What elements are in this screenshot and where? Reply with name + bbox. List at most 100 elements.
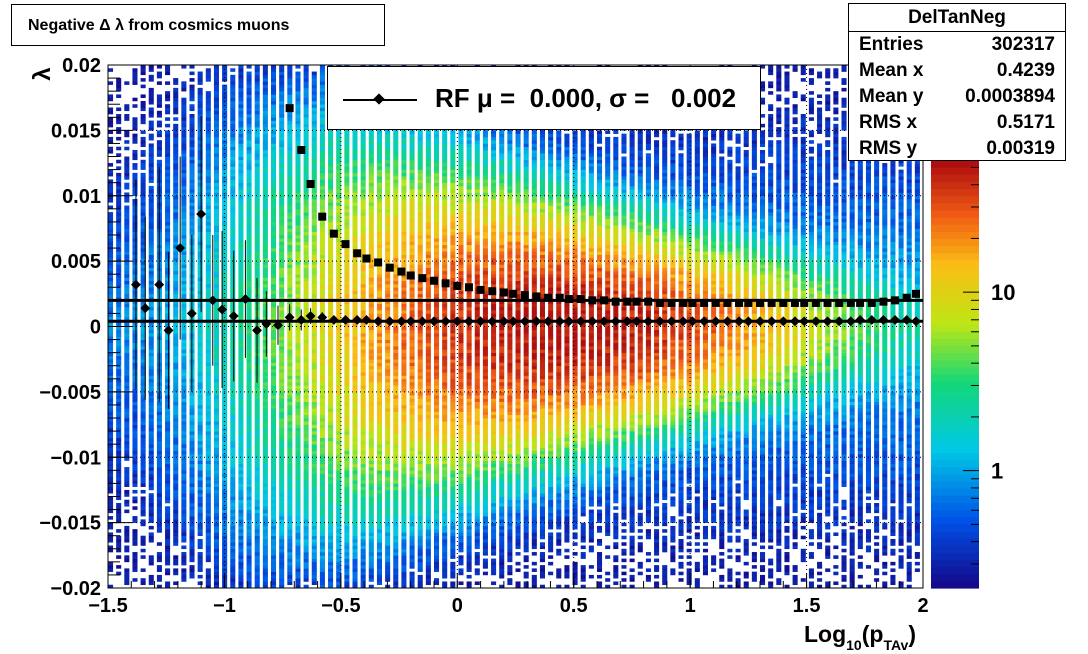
heat-cell — [336, 221, 342, 226]
heat-cell — [246, 215, 252, 219]
heat-cell — [271, 202, 277, 206]
heat-cell — [279, 359, 285, 363]
heat-cell — [287, 287, 293, 291]
heat-cell — [319, 323, 325, 327]
heat-cell — [189, 130, 195, 134]
heat-cell — [303, 359, 309, 363]
heat-cell — [360, 552, 366, 556]
heat-cell — [124, 257, 130, 262]
heat-cell — [213, 143, 219, 148]
heat-cell — [124, 182, 130, 187]
heat-cell — [352, 496, 358, 501]
heat-cell — [360, 470, 366, 474]
heat-cell — [173, 153, 179, 157]
heat-cell — [246, 418, 252, 422]
heat-cell — [271, 293, 277, 298]
heat-cell — [287, 385, 293, 389]
heat-cell — [319, 68, 325, 72]
heat-cell — [173, 460, 179, 465]
heat-cell — [328, 561, 334, 566]
heat-cell — [295, 463, 301, 468]
heat-cell — [132, 378, 138, 383]
heat-cell — [319, 558, 325, 563]
heat-cell — [352, 244, 358, 249]
heat-cell — [165, 368, 171, 373]
heat-cell — [189, 516, 195, 520]
heat-cell — [140, 388, 146, 393]
heat-cell — [295, 205, 301, 210]
heat-cell — [230, 303, 236, 308]
heat-cell — [213, 496, 219, 501]
heat-cell — [173, 352, 179, 357]
heat-cell — [222, 257, 228, 262]
heat-cell — [124, 388, 130, 393]
heat-cell — [254, 107, 260, 112]
heat-cell — [279, 100, 285, 105]
heat-cell — [246, 525, 252, 530]
heat-cell — [311, 257, 317, 262]
heat-cell — [116, 244, 122, 249]
heat-cell — [108, 362, 114, 367]
heat-cell — [124, 267, 130, 272]
heat-cell — [181, 127, 187, 131]
heat-cell — [360, 365, 366, 370]
heat-cell — [303, 270, 309, 275]
heat-cell — [311, 199, 317, 203]
heat-cell — [303, 333, 309, 337]
heat-cell — [246, 453, 252, 458]
heat-cell — [360, 261, 366, 265]
heat-cell — [165, 172, 171, 177]
heat-cell — [303, 146, 309, 151]
heat-cell — [181, 447, 187, 452]
heat-cell — [140, 424, 146, 429]
heat-cell — [344, 496, 350, 501]
heat-cell — [230, 378, 236, 383]
heat-cell — [271, 110, 277, 115]
heat-cell — [222, 241, 228, 246]
heat-cell — [254, 182, 260, 187]
heat-cell — [254, 444, 260, 448]
heat-cell — [222, 185, 228, 190]
heat-cell — [205, 529, 211, 533]
heat-cell — [156, 434, 162, 438]
heat-cell — [271, 146, 277, 151]
heat-cell — [213, 156, 219, 161]
heat-cell — [254, 202, 260, 206]
heat-cell — [336, 359, 342, 363]
heat-cell — [254, 261, 260, 265]
heat-cell — [156, 65, 162, 69]
heat-cell — [303, 512, 309, 517]
heat-cell — [279, 512, 285, 517]
heat-cell — [238, 130, 244, 134]
heat-cell — [238, 329, 244, 334]
heat-cell — [181, 391, 187, 396]
heat-cell — [360, 333, 366, 337]
heat-cell — [140, 316, 146, 321]
heat-cell — [197, 156, 203, 161]
heat-cell — [238, 424, 244, 429]
heat-cell — [116, 228, 122, 233]
heat-cell — [319, 424, 325, 429]
heat-cell — [344, 519, 350, 523]
heat-cell — [173, 489, 179, 494]
heat-cell — [262, 418, 268, 422]
heat-cell — [197, 512, 203, 517]
heat-cell — [165, 81, 171, 85]
heat-cell — [336, 529, 342, 533]
heat-cell — [254, 470, 260, 474]
heat-cell — [205, 192, 211, 197]
heat-cell — [319, 120, 325, 125]
heat-cell — [116, 565, 122, 569]
heat-cell — [148, 316, 154, 321]
heat-cell — [197, 264, 203, 268]
heat-cell — [205, 355, 211, 360]
heat-cell — [328, 140, 334, 144]
heat-cell — [108, 277, 114, 282]
heat-cell — [213, 189, 219, 193]
heat-cell — [344, 336, 350, 340]
heat-cell — [230, 447, 236, 452]
heat-cell — [368, 463, 374, 468]
heat-cell — [108, 254, 114, 259]
heat-cell — [246, 274, 252, 278]
heat-cell — [287, 140, 293, 144]
